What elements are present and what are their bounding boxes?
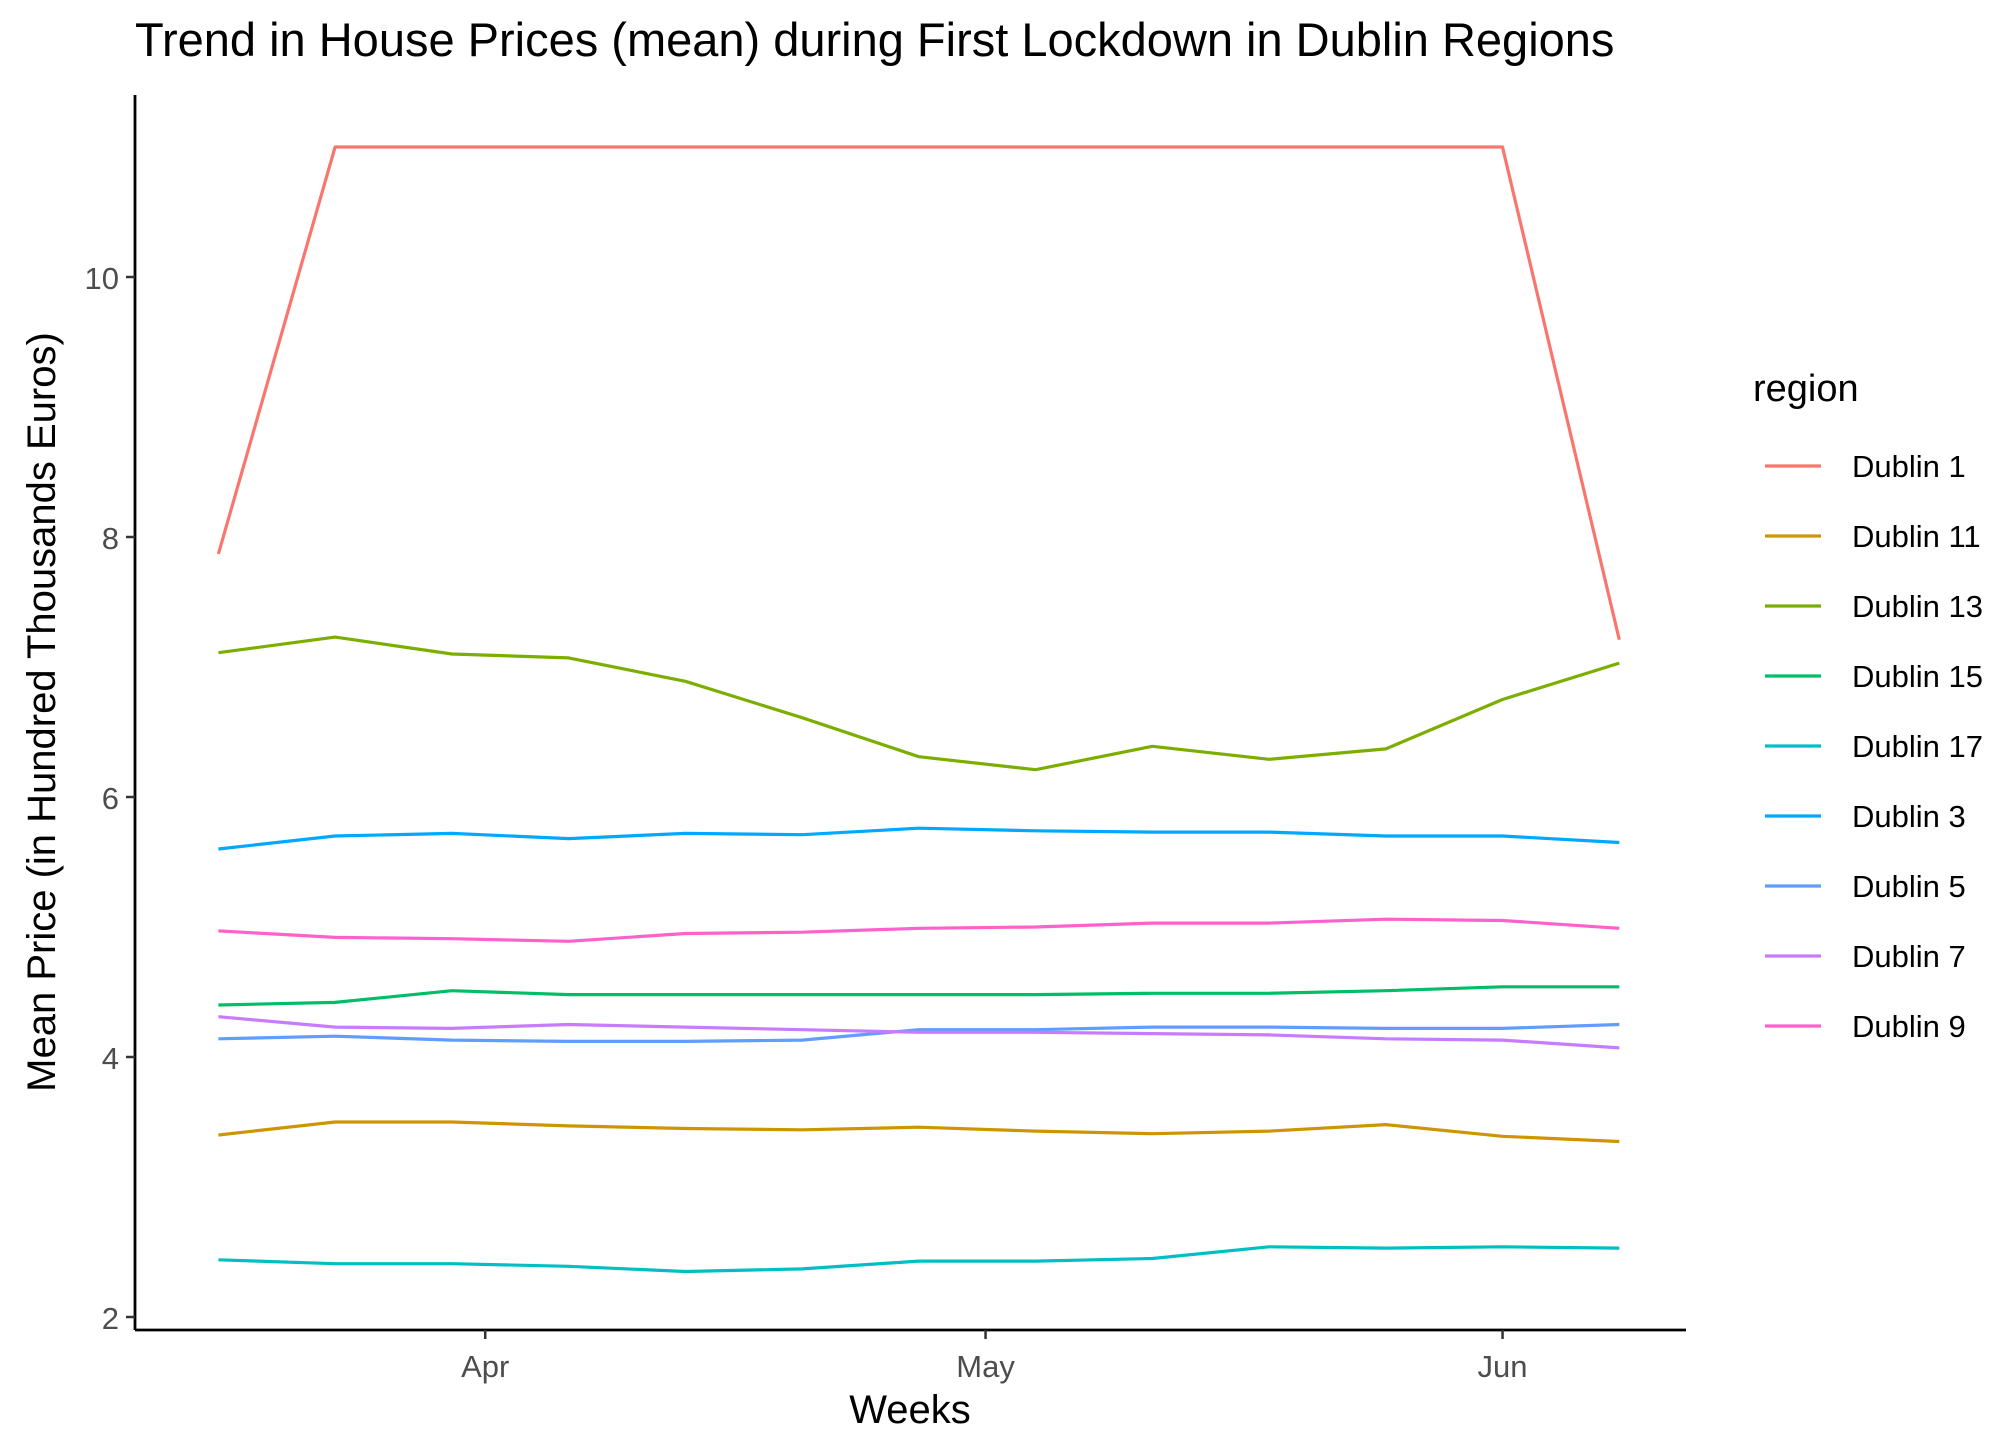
legend-item: Dublin 15 [1765, 659, 1983, 694]
series-line-dublin-3 [218, 826, 1620, 851]
legend-label: Dublin 1 [1852, 449, 1966, 484]
legend-label: Dublin 9 [1852, 1009, 1966, 1044]
series-line-dublin-5 [218, 1022, 1620, 1044]
legend-label: Dublin 5 [1852, 869, 1966, 904]
legend-item: Dublin 7 [1765, 939, 1966, 974]
series-line-dublin-9 [218, 917, 1620, 943]
legend-items: Dublin 1 Dublin 11 Dublin 13 Dublin 15 Dubli… [1765, 449, 1983, 1044]
x-tick-label: Jun [1478, 1349, 1528, 1384]
x-tick-label: Apr [461, 1349, 509, 1384]
x-tick-label: May [956, 1349, 1015, 1384]
legend-title: region [1753, 368, 1859, 410]
legend-label: Dublin 13 [1852, 589, 1983, 624]
legend-item: Dublin 3 [1765, 799, 1966, 834]
y-tick-label: 2 [102, 1301, 119, 1336]
legend-label: Dublin 7 [1852, 939, 1966, 974]
plot-area [216, 145, 1621, 1274]
x-axis-ticks: Apr May Jun [461, 1330, 1528, 1384]
x-axis-title: Weeks [849, 1388, 971, 1432]
legend-item: Dublin 13 [1765, 589, 1983, 624]
series-line-dublin-1 [216, 145, 1621, 641]
legend-item: Dublin 9 [1765, 1009, 1966, 1044]
series-line-dublin-17 [218, 1245, 1620, 1274]
legend-item: Dublin 11 [1765, 519, 1981, 554]
y-tick-label: 6 [102, 781, 119, 816]
legend-label: Dublin 17 [1852, 729, 1983, 764]
legend-label: Dublin 3 [1852, 799, 1966, 834]
y-axis-title: Mean Price (in Hundred Thousands Euros) [20, 332, 64, 1092]
legend-label: Dublin 11 [1852, 519, 1981, 554]
legend-label: Dublin 15 [1852, 659, 1983, 694]
y-tick-label: 10 [85, 261, 119, 296]
series-line-dublin-7 [218, 1015, 1620, 1050]
series-line-dublin-15 [218, 985, 1620, 1007]
series-line-dublin-13 [218, 635, 1620, 772]
series-line-dublin-11 [218, 1120, 1620, 1144]
legend-item: Dublin 1 [1765, 449, 1966, 484]
y-tick-label: 8 [102, 521, 119, 556]
chart-title: Trend in House Prices (mean) during Firs… [135, 13, 1614, 66]
legend-item: Dublin 17 [1765, 729, 1983, 764]
legend-item: Dublin 5 [1765, 869, 1966, 904]
y-tick-label: 4 [102, 1041, 119, 1076]
y-axis-ticks: 2 4 6 8 10 [85, 261, 135, 1336]
